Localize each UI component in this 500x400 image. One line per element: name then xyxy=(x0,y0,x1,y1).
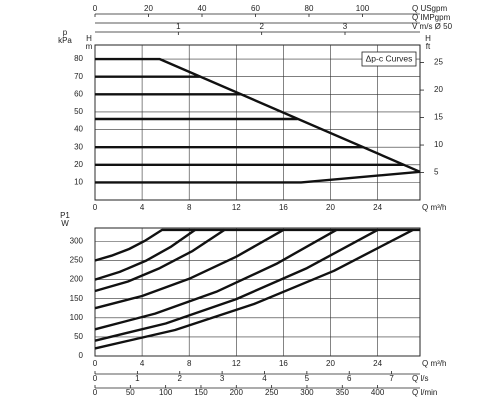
curve xyxy=(94,228,196,281)
secondary-axis-label: Q IMPgpm xyxy=(412,13,451,22)
secondary-tick-label: 0 xyxy=(93,388,98,397)
secondary-tick-label: 100 xyxy=(356,4,370,13)
x-tick-label: 0 xyxy=(93,359,98,368)
x-tick-label: 4 xyxy=(140,359,145,368)
secondary-tick-label: 3 xyxy=(343,22,348,31)
curve xyxy=(94,228,226,293)
y-tick-label: 0 xyxy=(79,351,84,360)
x-tick-label: 16 xyxy=(279,203,288,212)
y-tick-label: 50 xyxy=(74,332,83,341)
secondary-tick-label: 1 xyxy=(135,374,140,383)
curve xyxy=(94,228,337,331)
secondary-tick-label: 7 xyxy=(389,374,394,383)
x-axis-label: Q m³/h xyxy=(422,359,446,368)
x-tick-label: 12 xyxy=(232,203,241,212)
x-tick-label: 20 xyxy=(326,203,335,212)
x-tick-label: 20 xyxy=(326,359,335,368)
secondary-tick-label: 2 xyxy=(259,22,264,31)
secondary-tick-label: 300 xyxy=(300,388,314,397)
x-tick-label: 24 xyxy=(373,203,382,212)
y-tick-label: 30 xyxy=(74,142,83,151)
secondary-tick-label: 0 xyxy=(93,4,98,13)
x-tick-label: 24 xyxy=(373,359,382,368)
curve xyxy=(95,57,421,173)
curve xyxy=(94,228,284,310)
y-tick-label: 200 xyxy=(70,275,84,284)
y-tick-label: 40 xyxy=(74,125,83,134)
secondary-tick-label: 80 xyxy=(305,4,314,13)
x-tick-label: 4 xyxy=(140,203,145,212)
y2-tick-label: 20 xyxy=(434,85,443,94)
y-axis-symbol: H xyxy=(86,34,92,43)
y2-axis-label: ft xyxy=(426,42,431,51)
secondary-tick-label: 1 xyxy=(176,22,181,31)
secondary-axis-label: V m/s Ø 50 xyxy=(412,22,453,31)
secondary-tick-label: 200 xyxy=(230,388,244,397)
x-tick-label: 12 xyxy=(232,359,241,368)
y-tick-label: 150 xyxy=(70,294,84,303)
curve xyxy=(94,228,414,350)
y2-tick-label: 10 xyxy=(434,140,443,149)
secondary-tick-label: 2 xyxy=(178,374,183,383)
secondary-tick-label: 6 xyxy=(347,374,352,383)
secondary-tick-label: 250 xyxy=(265,388,279,397)
secondary-axis-label: Q l/s xyxy=(412,374,428,383)
secondary-tick-label: 40 xyxy=(198,4,207,13)
y-tick-label: 300 xyxy=(70,236,84,245)
y-tick-label: 70 xyxy=(74,72,83,81)
secondary-tick-label: 50 xyxy=(126,388,135,397)
secondary-axis-label: Q l/min xyxy=(412,388,437,397)
secondary-tick-label: 0 xyxy=(93,374,98,383)
secondary-tick-label: 150 xyxy=(194,388,208,397)
y-tick-label: 80 xyxy=(74,54,83,63)
secondary-tick-label: 5 xyxy=(305,374,310,383)
annotation-box xyxy=(361,51,417,67)
y-tick-label: 60 xyxy=(74,89,83,98)
y-axis-symbol: P1 xyxy=(60,211,70,220)
y2-axis-symbol: H xyxy=(425,34,431,43)
x-tick-label: 8 xyxy=(187,203,192,212)
x-tick-label: 16 xyxy=(279,359,288,368)
y-axis-label: kPa xyxy=(58,36,72,45)
y-tick-label: 20 xyxy=(74,160,83,169)
curve xyxy=(94,228,420,262)
secondary-tick-label: 60 xyxy=(251,4,260,13)
x-tick-label: 0 xyxy=(93,203,98,212)
annotation: Δp-c Curves xyxy=(366,53,413,63)
secondary-axis-label: Q USgpm xyxy=(412,4,447,13)
secondary-tick-label: 3 xyxy=(220,374,225,383)
y-tick-label: 250 xyxy=(70,256,84,265)
x-tick-label: 8 xyxy=(187,359,192,368)
secondary-tick-label: 100 xyxy=(159,388,173,397)
y2-tick-label: 5 xyxy=(434,168,439,177)
y-axis-label: W xyxy=(61,219,69,228)
secondary-tick-label: 20 xyxy=(144,4,153,13)
secondary-tick-label: 400 xyxy=(371,388,385,397)
secondary-tick-label: 4 xyxy=(262,374,267,383)
y-tick-label: 10 xyxy=(74,177,83,186)
y-axis-symbol: p xyxy=(63,28,68,37)
y2-tick-label: 25 xyxy=(434,58,443,67)
x-axis-label: Q m³/h xyxy=(422,203,446,212)
y-tick-label: 50 xyxy=(74,107,83,116)
curve xyxy=(95,170,421,184)
y2-tick-label: 15 xyxy=(434,113,443,122)
y-axis-label: m xyxy=(86,42,93,51)
curve xyxy=(94,228,379,342)
secondary-tick-label: 350 xyxy=(336,388,350,397)
y-tick-label: 100 xyxy=(70,313,84,322)
